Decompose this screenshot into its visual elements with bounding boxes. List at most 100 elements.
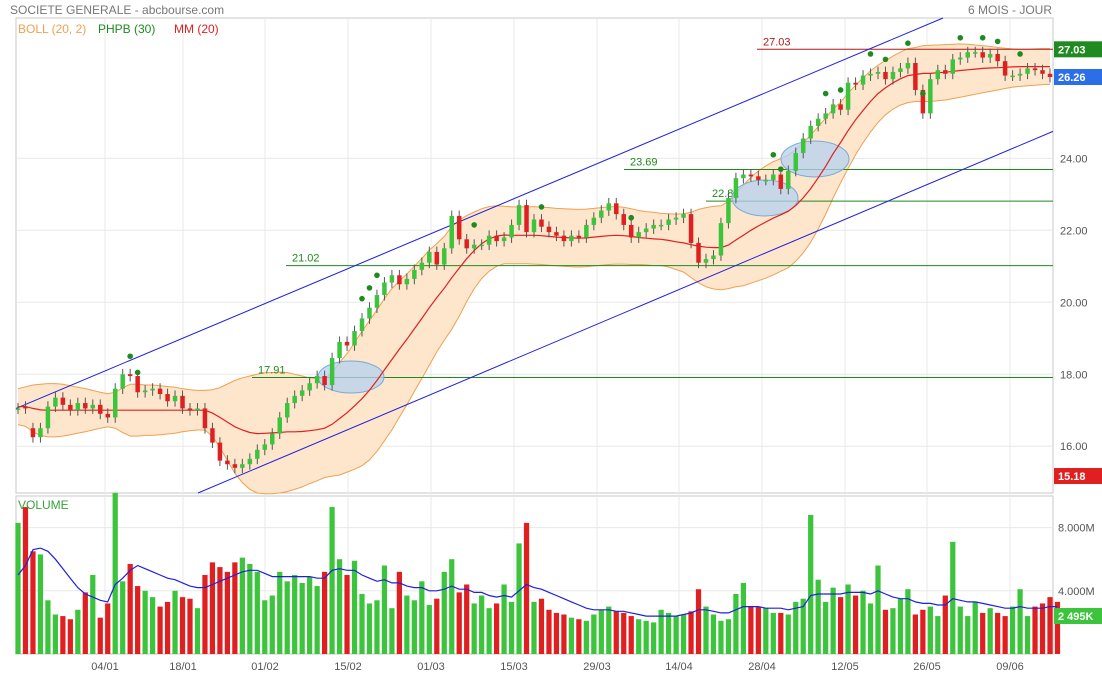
volume-bar [733,593,739,654]
candle [15,408,21,410]
volume-bar [344,575,350,654]
volume-bar [613,611,619,654]
volume-bar [695,589,702,654]
x-tick-label: 26/05 [913,661,941,673]
volume-bar [942,595,948,654]
volume-bar [680,614,687,654]
volume-bar [823,601,829,654]
volume-bar [905,589,911,654]
volume-bar [972,601,978,654]
candle [913,62,918,90]
candle [569,235,574,242]
volume-bar [770,612,776,654]
candle [240,464,245,468]
volume-bar [75,609,81,654]
volume-title: VOLUME [18,498,69,512]
volume-bar [1039,603,1046,654]
candle [987,53,993,58]
volume-bar [321,571,328,654]
candle [262,444,268,450]
price-panel-frame [15,17,1054,494]
volume-bar [808,514,814,654]
candle [75,403,81,411]
candle [255,449,260,459]
volume-bar [703,606,709,654]
volume-bar [935,616,941,654]
gap-ellipse [317,360,385,394]
volume-bar [658,609,664,654]
candle [905,62,911,69]
volume-bar [755,606,761,654]
volume-bar [434,598,440,654]
volume-bar [22,507,29,654]
volume-bar [464,584,470,654]
volume-bar [636,619,642,654]
volume-bar [1054,601,1061,654]
volume-bar [591,614,597,654]
volume-bar [486,608,492,654]
candle [666,219,671,225]
candle [1010,75,1015,78]
volume-bar [628,616,634,654]
volume-bar [867,603,874,654]
volume-bar [45,600,51,654]
candle [494,235,499,242]
candle [23,406,28,409]
y-tick-label: 24.00 [1060,153,1088,165]
candle [352,331,357,346]
volume-bar [381,565,388,654]
volume-bar [247,563,253,654]
candle [1025,68,1030,74]
volume-bar [105,603,111,654]
candle [793,152,798,171]
phpb-marker [957,34,964,41]
gap-ellipse [780,140,850,178]
volume-bar [987,608,993,654]
phpb-marker [127,353,133,360]
legend-mm: MM (20) [174,22,219,36]
volume-bar [307,576,313,654]
period-label: 6 MOIS - JOUR [967,3,1052,17]
candle [187,408,193,411]
candle [404,278,410,285]
candle [434,251,440,265]
candle [112,388,118,418]
volume-bar [314,586,320,654]
candle [397,275,402,285]
volume-bar [875,565,881,654]
phpb-marker [134,369,141,376]
phpb-marker [374,272,380,279]
candle [920,89,926,114]
candle [718,223,724,256]
candle [329,358,335,386]
volume-average-line [17,547,1058,617]
volume-bar [217,567,223,654]
volume-bar [763,608,769,654]
x-tick-label: 28/04 [748,661,776,673]
candle [681,214,686,218]
low-price-label: 15.18 [1058,471,1086,483]
volume-bar [404,595,410,654]
y-tick-label: 16.00 [1060,441,1088,453]
volume-bar [860,590,866,654]
volume-bar [800,598,806,654]
candle [1032,68,1038,71]
candle [292,395,297,404]
volume-bar [837,597,844,654]
volume-bar [576,619,582,654]
candle [606,203,612,211]
vol-tick-label: 4.000M [1058,586,1095,598]
y-tick-label: 22.00 [1060,225,1088,237]
candle [270,433,275,445]
x-tick-label: 29/03 [583,661,611,673]
volume-bar [606,606,612,654]
x-tick-label: 15/02 [334,661,362,673]
candle [628,224,634,238]
candle [449,215,454,249]
volume-bar [329,507,335,654]
volume-bar [882,609,889,654]
candle [38,428,43,438]
candle [554,232,559,236]
candle [180,395,185,409]
volume-bar [224,571,231,654]
